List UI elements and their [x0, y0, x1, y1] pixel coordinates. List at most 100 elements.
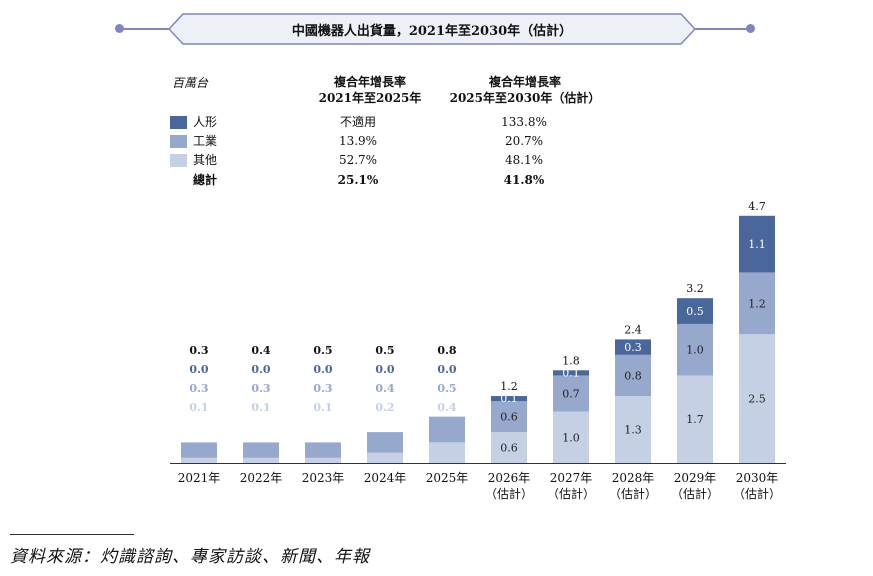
value-label-9-2: 1.1: [748, 238, 766, 251]
total-label-1: 0.4: [251, 344, 270, 357]
value-label-1-0: 0.1: [251, 401, 270, 414]
cagr-header-1: 複合年增長率 2021年至2025年: [300, 74, 440, 106]
category-label-6-sub: （估計）: [547, 486, 595, 501]
source-note: 資料來源：灼識諮詢、專家訪談、新聞、年報: [10, 547, 370, 567]
category-label-7: 2028年: [612, 471, 655, 485]
bar-segment-9-0: [739, 334, 775, 463]
bar-segment-6-2: [553, 370, 589, 376]
bar-segment-1-1: [243, 442, 279, 458]
row-label-humanoid: 人形: [193, 115, 218, 129]
row-label-industrial: 工業: [193, 134, 218, 148]
bar-segment-9-1: [739, 272, 775, 335]
total-label-5: 1.2: [500, 380, 518, 393]
bar-segment-2-1: [305, 442, 341, 458]
category-label-5: 2026年: [488, 471, 531, 485]
total-label-2: 0.5: [313, 344, 332, 357]
bar-segment-5-2: [491, 396, 527, 402]
row-other-cagr2: 48.1%: [504, 153, 544, 167]
value-label-6-2: 0.1: [562, 366, 580, 379]
category-label-9-sub: （估計）: [733, 486, 781, 501]
row-total-cagr2: 41.8%: [503, 173, 545, 187]
value-label-0-1: 0.3: [189, 382, 208, 395]
bar-segment-8-1: [677, 323, 713, 376]
value-label-6-0: 1.0: [562, 431, 580, 444]
row-humanoid-cagr2: 133.8%: [501, 115, 547, 129]
value-label-7-0: 1.3: [624, 424, 642, 437]
value-label-8-1: 1.0: [686, 344, 704, 357]
bar-segment-7-1: [615, 354, 651, 397]
value-label-0-0: 0.1: [189, 401, 208, 414]
value-label-7-2: 0.3: [624, 341, 642, 354]
total-label-3: 0.5: [375, 344, 394, 357]
category-label-1: 2022年: [240, 471, 283, 485]
value-label-6-1: 0.7: [562, 387, 580, 400]
category-label-8: 2029年: [674, 471, 717, 485]
value-label-7-1: 0.8: [624, 369, 642, 382]
legend-swatch-other: [170, 154, 187, 167]
bar-segment-2-0: [305, 457, 341, 463]
bar-segment-8-0: [677, 375, 713, 463]
row-other-cagr1: 52.7%: [338, 153, 378, 167]
value-label-3-2: 0.0: [375, 363, 394, 376]
value-label-5-1: 0.6: [500, 411, 518, 424]
category-label-3: 2024年: [364, 471, 407, 485]
unit-label: 百萬台: [172, 76, 209, 90]
category-label-8-sub: （估計）: [671, 486, 719, 501]
bar-segment-9-2: [739, 215, 775, 273]
row-total-cagr1: 25.1%: [337, 173, 379, 187]
value-label-3-0: 0.2: [375, 401, 394, 414]
category-label-2: 2023年: [302, 471, 345, 485]
category-label-5-sub: （估計）: [485, 486, 533, 501]
total-label-7: 2.4: [624, 323, 642, 336]
row-industrial-cagr2: 20.7%: [504, 134, 544, 148]
value-label-2-1: 0.3: [313, 382, 332, 395]
value-label-4-0: 0.4: [437, 401, 456, 414]
category-label-9: 2030年: [736, 471, 779, 485]
legend-swatch-humanoid: [170, 116, 187, 129]
bar-segment-5-1: [491, 401, 527, 433]
row-industrial-cagr1: 13.9%: [338, 134, 378, 148]
category-label-7-sub: （估計）: [609, 486, 657, 501]
total-label-9: 4.7: [748, 200, 766, 213]
cagr-header-1-line1: 複合年增長率: [333, 75, 406, 89]
category-label-4: 2025年: [426, 471, 469, 485]
row-label-total: 總計: [193, 173, 218, 187]
bar-segment-4-1: [429, 416, 465, 443]
value-label-8-2: 0.5: [686, 305, 704, 318]
value-label-2-0: 0.1: [313, 401, 332, 414]
cagr-header-2-line1: 複合年增長率: [488, 75, 561, 89]
value-label-4-2: 0.0: [437, 363, 456, 376]
bar-segment-8-2: [677, 298, 713, 324]
bar-segment-0-1: [181, 442, 217, 458]
value-label-0-2: 0.0: [189, 363, 208, 376]
bar-segment-4-0: [429, 442, 465, 463]
bar-segment-0-0: [181, 457, 217, 463]
stacked-bar-chart: 0.3 0.0 0.3 0.1 2021年 0.4 0.0 0.3 0.1 2022年 0.5 0.0…: [170, 200, 786, 501]
cagr-header-1-line2: 2021年至2025年: [318, 91, 422, 105]
value-label-3-1: 0.4: [375, 382, 394, 395]
bar-segment-6-0: [553, 411, 589, 463]
bar-segment-7-0: [615, 396, 651, 463]
source-rule: [10, 534, 134, 535]
category-label-0: 2021年: [178, 471, 221, 485]
value-label-1-2: 0.0: [251, 363, 270, 376]
value-label-8-0: 1.7: [686, 413, 704, 426]
row-label-other: 其他: [193, 153, 218, 167]
bar-segment-5-0: [491, 432, 527, 463]
value-label-5-2: 0.1: [500, 392, 518, 405]
bar-segment-3-1: [367, 432, 403, 453]
title-right-dot: [746, 24, 755, 33]
cagr-header-2-line2: 2025年至2030年（估計）: [449, 91, 601, 105]
total-label-4: 0.8: [437, 344, 456, 357]
value-label-9-0: 2.5: [748, 393, 766, 406]
value-label-9-1: 1.2: [748, 297, 766, 310]
value-label-2-2: 0.0: [313, 363, 332, 376]
bar-segment-3-0: [367, 452, 403, 463]
value-label-5-0: 0.6: [500, 442, 518, 455]
category-label-6: 2027年: [550, 471, 593, 485]
value-label-4-1: 0.5: [437, 382, 456, 395]
value-label-1-1: 0.3: [251, 382, 270, 395]
bar-segment-7-2: [615, 339, 651, 355]
total-label-6: 1.8: [562, 354, 580, 367]
title-right-line: [694, 28, 750, 30]
